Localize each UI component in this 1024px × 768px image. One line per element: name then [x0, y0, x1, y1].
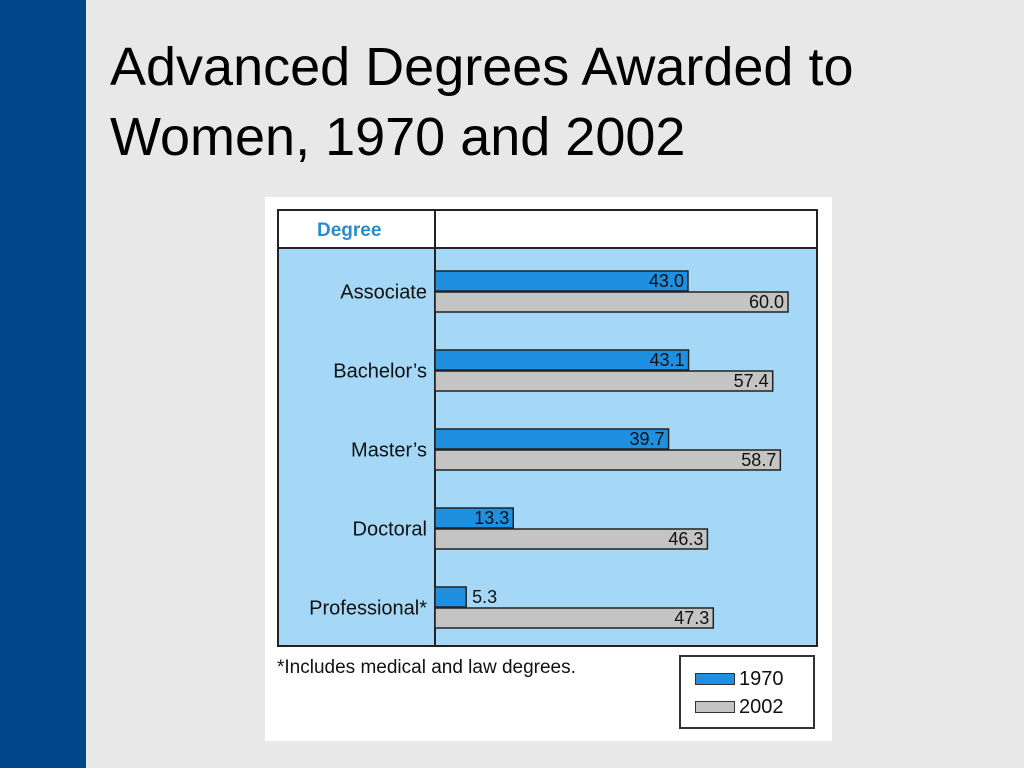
chart-legend: 1970 2002 — [679, 655, 815, 729]
bar-1970-doctoral — [434, 507, 514, 529]
bar-2002-bachelor-s — [434, 370, 774, 392]
data-label-2002-doctoral: 46.3 — [668, 529, 703, 549]
data-label-2002-associate: 60.0 — [749, 292, 784, 312]
bar-2002-master-s — [434, 449, 782, 471]
bar-2002-associate — [434, 291, 789, 313]
slide-title: Advanced Degrees Awarded to Women, 1970 … — [110, 32, 1010, 172]
data-label-1970-doctoral: 13.3 — [474, 508, 509, 528]
bar-2002-professional — [434, 607, 715, 629]
side-accent-bar — [0, 0, 86, 768]
category-label-doctoral: Doctoral — [353, 519, 427, 541]
bar-1970-bachelor-s — [434, 349, 690, 371]
data-label-1970-professional: 5.3 — [472, 587, 497, 607]
chart-frame — [277, 209, 818, 647]
data-label-2002-master-s: 58.7 — [741, 450, 776, 470]
data-label-1970-associate: 43.0 — [649, 271, 684, 291]
bar-chart: Degree Associate 43.0 60.0 Bachelor’s 43.1 57.… — [277, 209, 818, 647]
legend-swatch-1970 — [695, 673, 735, 685]
data-label-1970-master-s: 39.7 — [630, 429, 665, 449]
category-label-professional: Professional* — [309, 598, 427, 620]
data-label-1970-bachelor-s: 43.1 — [650, 350, 685, 370]
data-label-2002-professional: 47.3 — [674, 608, 709, 628]
legend-label-2002: 2002 — [739, 696, 784, 718]
legend-swatch-2002 — [695, 701, 735, 713]
category-label-bachelor-s: Bachelor’s — [333, 361, 427, 383]
legend-label-1970: 1970 — [739, 668, 784, 690]
category-label-master-s: Master’s — [351, 440, 427, 462]
bar-1970-professional — [434, 586, 467, 608]
data-label-2002-bachelor-s: 57.4 — [734, 371, 769, 391]
slide-title-line-1: Advanced Degrees Awarded to — [110, 37, 854, 97]
chart-header-label: Degree — [317, 220, 381, 241]
chart-card: Degree Associate 43.0 60.0 Bachelor’s 43.1 57.… — [265, 197, 832, 741]
bar-2002-doctoral — [434, 528, 709, 550]
category-label-associate: Associate — [340, 282, 427, 304]
chart-footnote: *Includes medical and law degrees. — [277, 657, 576, 678]
bar-1970-master-s — [434, 428, 670, 450]
slide-title-line-2: Women, 1970 and 2002 — [110, 107, 686, 167]
bar-1970-associate — [434, 270, 689, 292]
